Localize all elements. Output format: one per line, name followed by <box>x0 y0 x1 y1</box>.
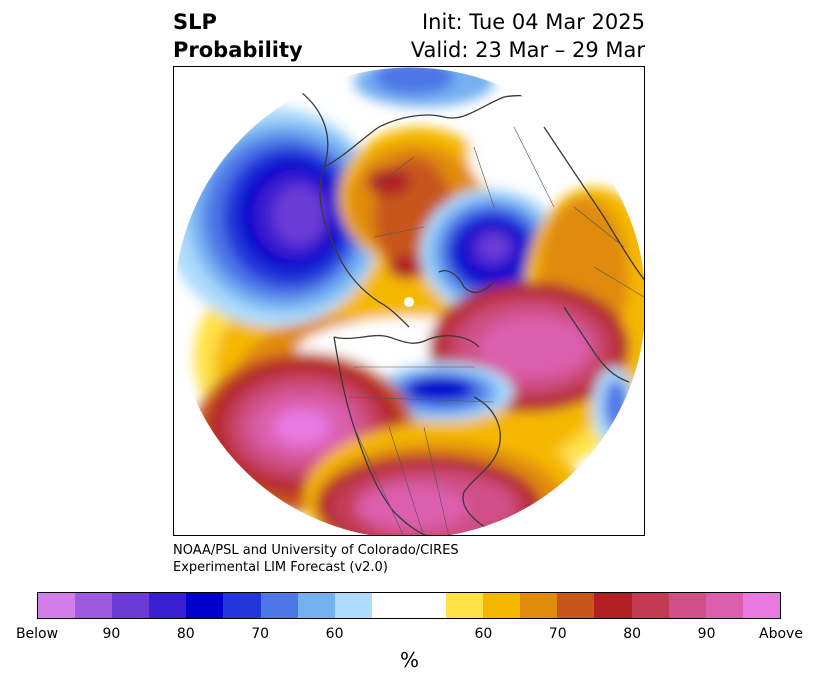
colorbar-tick-label: 90 <box>102 626 121 642</box>
plot-title: SLP Probability <box>173 8 303 64</box>
probability-field <box>174 67 644 535</box>
forecast-dates: Init: Tue 04 Mar 2025 Valid: 23 Mar – 29… <box>411 8 645 64</box>
colorbar-tick-label: 70 <box>251 626 270 642</box>
title-line-variable: SLP <box>173 10 217 34</box>
colorbar-tick-label: Below <box>15 626 59 642</box>
pole-marker <box>404 297 414 307</box>
credit-text: NOAA/PSL and University of Colorado/CIRE… <box>173 542 459 576</box>
colorbar-swatch <box>75 593 113 618</box>
colorbar-ticks: Below 90 80 70 60 60 70 80 90 Above <box>0 626 819 646</box>
colorbar-swatch <box>38 593 76 618</box>
colorbar <box>37 592 781 619</box>
colorbar-tick-label: 80 <box>623 626 642 642</box>
borders <box>348 126 644 535</box>
colorbar-swatch <box>668 593 706 618</box>
colorbar-swatch <box>408 593 447 618</box>
colorbar-swatch <box>742 593 780 618</box>
colorbar-swatch <box>371 593 409 618</box>
colorbar-tick-label: Above <box>759 626 803 642</box>
colorbar-swatch <box>112 593 150 618</box>
valid-date: Valid: 23 Mar – 29 Mar <box>410 38 645 62</box>
colorbar-swatch <box>186 593 224 618</box>
colorbar-tick-label: 90 <box>697 626 716 642</box>
init-date: Init: Tue 04 Mar 2025 <box>421 10 645 34</box>
colorbar-unit-label: % <box>399 648 419 672</box>
title-line-quantity: Probability <box>173 38 303 62</box>
map-canvas <box>174 67 644 535</box>
probability-map <box>173 66 645 536</box>
colorbar-swatch <box>223 593 261 618</box>
colorbar-swatch <box>483 593 521 618</box>
colorbar-swatch <box>334 593 372 618</box>
colorbar-tick-label: 70 <box>548 626 567 642</box>
colorbar-tick-label: 80 <box>176 626 195 642</box>
credit-line-1: NOAA/PSL and University of Colorado/CIRE… <box>173 543 459 558</box>
colorbar-swatch <box>557 593 595 618</box>
colorbar-swatch <box>260 593 298 618</box>
colorbar-swatch <box>520 593 558 618</box>
credit-line-2: Experimental LIM Forecast (v2.0) <box>173 560 388 575</box>
colorbar-swatch <box>149 593 187 618</box>
colorbar-swatch <box>297 593 335 618</box>
colorbar-swatch <box>594 593 632 618</box>
colorbar-swatch <box>631 593 669 618</box>
colorbar-tick-label: 60 <box>474 626 493 642</box>
colorbar-tick-label: 60 <box>325 626 344 642</box>
colorbar-swatch <box>446 593 484 618</box>
colorbar-swatch <box>705 593 743 618</box>
